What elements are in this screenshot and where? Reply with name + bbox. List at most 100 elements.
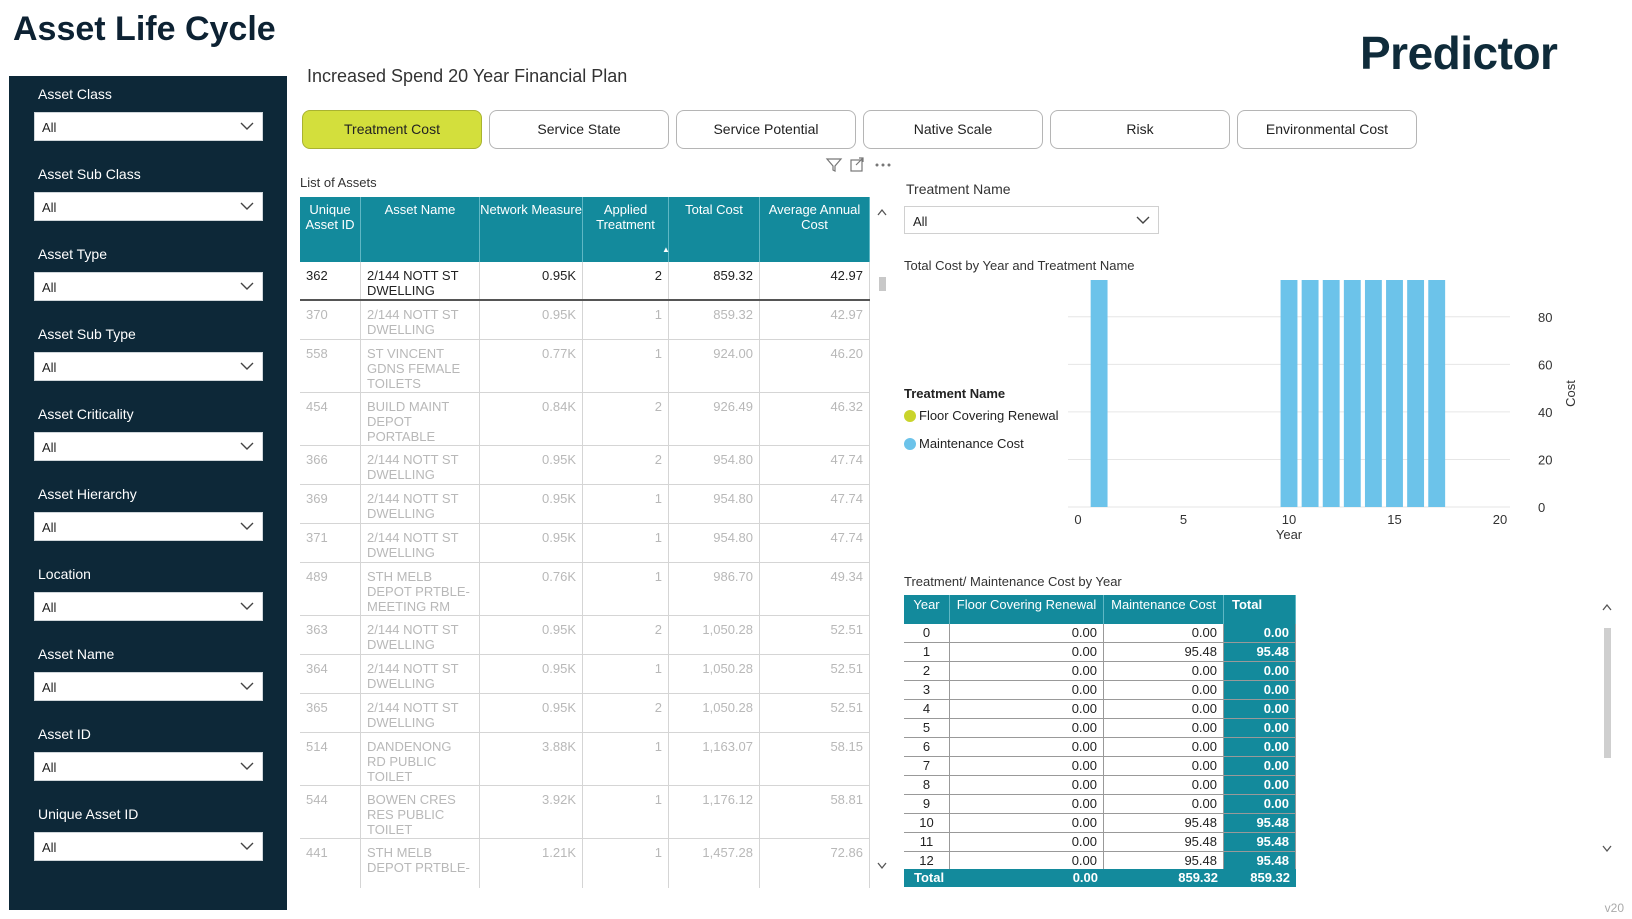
table-row[interactable]: 514 DANDENONG RD PUBLIC TOILET 3.88K 1 1,163… (300, 733, 870, 786)
cost-column-header[interactable]: Year (904, 595, 950, 624)
filter-dropdown-asset-criticality[interactable]: All (34, 432, 263, 461)
legend-item[interactable]: Floor Covering Renewal (904, 408, 1058, 423)
filter-value: All (42, 120, 57, 135)
asset-table-scrollbar[interactable] (876, 205, 888, 873)
chevron-down-icon (240, 842, 254, 850)
column-header[interactable]: Average Annual Cost (760, 197, 870, 262)
cell-id: 366 (300, 446, 361, 484)
cost-row: 0 0.00 0.00 0.00 (904, 624, 1296, 643)
cost-cell: 0.00 (950, 624, 1104, 642)
filter-unique-asset-id: Unique Asset ID All (9, 806, 287, 866)
table-row[interactable]: 544 BOWEN CRES RES PUBLIC TOILET 3.92K 1 1,1… (300, 786, 870, 839)
bar-maintenance-cost[interactable] (1090, 280, 1108, 507)
filter-dropdown-asset-hierarchy[interactable]: All (34, 512, 263, 541)
scroll-down-icon (1602, 845, 1612, 853)
filter-asset-criticality: Asset Criticality All (9, 406, 287, 466)
cell-total: 954.80 (669, 485, 760, 523)
bar-maintenance-cost[interactable] (1343, 280, 1361, 507)
table-row[interactable]: 364 2/144 NOTT ST DWELLING 0.95K 1 1,050.28 5… (300, 655, 870, 694)
cost-cell: 0.00 (1104, 719, 1224, 737)
cell-id: 364 (300, 655, 361, 693)
tab-environmental-cost[interactable]: Environmental Cost (1237, 110, 1417, 149)
table-row[interactable]: 558 ST VINCENT GDNS FEMALE TOILETS 0.77K 1 9… (300, 340, 870, 393)
legend-label: Maintenance Cost (919, 436, 1024, 451)
cost-cell: 3 (904, 681, 950, 699)
bar-maintenance-cost[interactable] (1364, 280, 1382, 507)
bar-maintenance-cost[interactable] (1280, 280, 1298, 507)
column-header[interactable]: Unique Asset ID (300, 197, 361, 262)
bar-maintenance-cost[interactable] (1301, 280, 1319, 507)
filter-label: Asset Sub Type (38, 326, 136, 342)
bar-maintenance-cost[interactable] (1407, 280, 1425, 507)
sort-ascending-icon: ▲ (662, 245, 670, 254)
cost-table-header: Year Floor Covering Renewal Maintenance Co… (904, 595, 1296, 624)
bar-maintenance-cost[interactable] (1386, 280, 1403, 507)
table-row[interactable]: 363 2/144 NOTT ST DWELLING 0.95K 2 1,050.28 5… (300, 616, 870, 655)
cost-column-header[interactable]: Total (1224, 595, 1296, 624)
cell-measure: 0.95K (480, 524, 583, 562)
column-header[interactable]: Total Cost (669, 197, 760, 262)
cell-treatment: 2 (583, 446, 669, 484)
cell-total: 859.32 (669, 301, 760, 339)
filter-dropdown-asset-class[interactable]: All (34, 112, 263, 141)
legend-item[interactable]: Maintenance Cost (904, 436, 1024, 451)
x-tick-label: 5 (1180, 512, 1187, 527)
column-header[interactable]: Asset Name (361, 197, 480, 262)
column-header[interactable]: Network Measure (480, 197, 583, 262)
filter-dropdown-asset-sub-class[interactable]: All (34, 192, 263, 221)
table-row[interactable]: 454 BUILD MAINT DEPOT PORTABLE 0.84K 2 926.4… (300, 393, 870, 446)
bar-maintenance-cost[interactable] (1428, 280, 1446, 507)
filter-asset-name: Asset Name All (9, 646, 287, 706)
cost-cell: 0.00 (1104, 700, 1224, 718)
table-row[interactable]: 362 2/144 NOTT ST DWELLING 0.95K 2 859.32 42.… (300, 262, 870, 301)
filter-dropdown-asset-name[interactable]: All (34, 672, 263, 701)
table-row[interactable]: 371 2/144 NOTT ST DWELLING 0.95K 1 954.80 47.… (300, 524, 870, 563)
filter-dropdown-asset-id[interactable]: All (34, 752, 263, 781)
treatment-name-dropdown[interactable]: All (904, 206, 1159, 234)
tab-treatment-cost[interactable]: Treatment Cost (302, 110, 482, 149)
chevron-down-icon (240, 442, 254, 450)
chart-title: Total Cost by Year and Treatment Name (904, 258, 1135, 273)
x-tick-label: 0 (1074, 512, 1081, 527)
table-row[interactable]: 366 2/144 NOTT ST DWELLING 0.95K 2 954.80 47.… (300, 446, 870, 485)
cost-row: 6 0.00 0.00 0.00 (904, 738, 1296, 757)
table-row[interactable]: 370 2/144 NOTT ST DWELLING 0.95K 1 859.32 42.… (300, 301, 870, 340)
cost-column-header[interactable]: Maintenance Cost (1104, 595, 1224, 624)
tab-service-state[interactable]: Service State (489, 110, 669, 149)
cost-cell: 95.48 (1104, 852, 1224, 870)
cost-cell: 0.00 (950, 776, 1104, 794)
focus-mode-icon[interactable] (850, 157, 864, 172)
table-row[interactable]: 369 2/144 NOTT ST DWELLING 0.95K 1 954.80 47.… (300, 485, 870, 524)
cost-row: 7 0.00 0.00 0.00 (904, 757, 1296, 776)
tab-service-potential[interactable]: Service Potential (676, 110, 856, 149)
cell-total: 924.00 (669, 340, 760, 392)
cell-avg: 47.74 (760, 524, 870, 562)
filter-dropdown-asset-sub-type[interactable]: All (34, 352, 263, 381)
cost-row: 1 0.00 95.48 95.48 (904, 643, 1296, 662)
cell-treatment: 1 (583, 733, 669, 785)
cost-cell: 0.00 (950, 738, 1104, 756)
filter-asset-id: Asset ID All (9, 726, 287, 786)
total-cell: 859.32 (1250, 870, 1290, 885)
table-row[interactable]: 489 STH MELB DEPOT PRTBLE-MEETING RM 0.76K… (300, 563, 870, 616)
cell-measure: 3.92K (480, 786, 583, 838)
column-header[interactable]: Applied Treatment (583, 197, 669, 262)
table-row[interactable]: 365 2/144 NOTT ST DWELLING 0.95K 2 1,050.28 5… (300, 694, 870, 733)
filter-icon[interactable] (825, 158, 843, 172)
filter-value: All (42, 600, 57, 615)
cost-cell: 95.48 (1224, 833, 1296, 851)
more-options-icon[interactable] (875, 163, 891, 167)
filter-dropdown-asset-type[interactable]: All (34, 272, 263, 301)
cell-measure: 0.95K (480, 446, 583, 484)
bar-maintenance-cost[interactable] (1322, 280, 1340, 507)
tab-risk[interactable]: Risk (1050, 110, 1230, 149)
filter-dropdown-location[interactable]: All (34, 592, 263, 621)
cell-treatment: 1 (583, 340, 669, 392)
filter-dropdown-unique-asset-id[interactable]: All (34, 832, 263, 861)
table-row[interactable]: 441 STH MELB DEPOT PRTBLE- 1.21K 1 1,457.28 7… (300, 839, 870, 888)
tab-native-scale[interactable]: Native Scale (863, 110, 1043, 149)
cost-column-header[interactable]: Floor Covering Renewal (950, 595, 1104, 624)
cell-measure: 0.95K (480, 655, 583, 693)
cost-table-scrollbar[interactable] (1601, 598, 1613, 858)
cost-cell: 0.00 (1224, 776, 1296, 794)
